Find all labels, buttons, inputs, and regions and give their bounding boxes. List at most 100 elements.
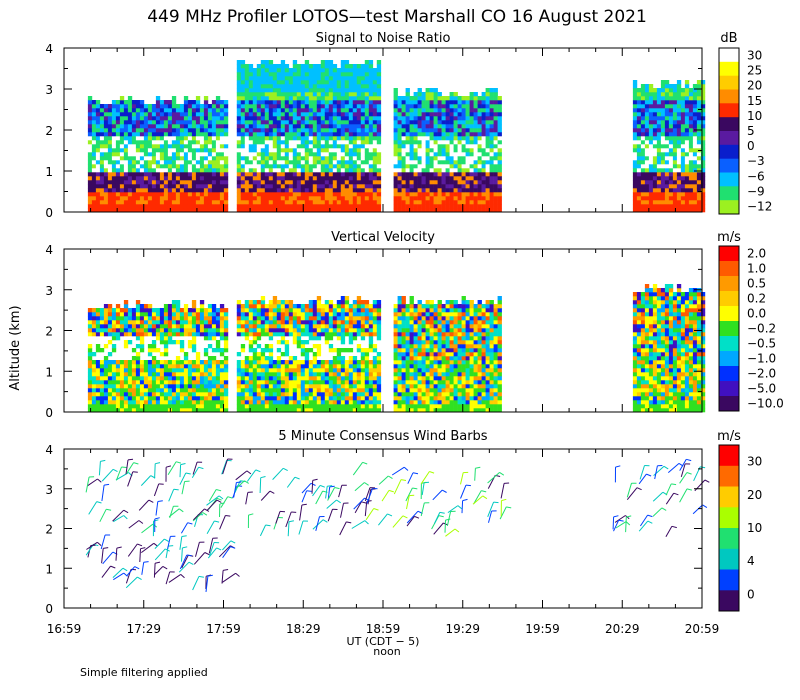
heatmap-cell — [296, 88, 302, 93]
heatmap-cell — [632, 184, 638, 189]
heatmap-cell — [465, 180, 470, 185]
heatmap-cell — [340, 72, 346, 77]
heatmap-cell — [421, 208, 426, 213]
heatmap-cell — [260, 68, 266, 73]
heatmap-cell — [393, 96, 398, 101]
heatmap-cell — [449, 176, 454, 181]
heatmap-cell — [219, 128, 225, 133]
heatmap-cell — [652, 128, 658, 133]
heatmap-cell — [171, 104, 177, 109]
heatmap-cell — [684, 204, 690, 209]
heatmap-cell — [119, 204, 125, 209]
heatmap-cell — [409, 208, 414, 213]
heatmap-cell — [340, 140, 346, 145]
heatmap-cell — [308, 184, 314, 189]
heatmap-cell — [433, 92, 438, 97]
heatmap-cell — [668, 164, 674, 169]
heatmap-cell — [700, 172, 706, 177]
heatmap-cell — [276, 120, 282, 125]
heatmap-cell — [155, 324, 161, 329]
heatmap-cell — [123, 176, 129, 181]
heatmap-cell — [268, 76, 274, 81]
heatmap-cell — [465, 152, 470, 157]
heatmap-cell — [368, 84, 374, 89]
heatmap-cell — [308, 84, 314, 89]
heatmap-cell — [272, 152, 278, 157]
heatmap-cell — [95, 100, 101, 105]
heatmap-cell — [360, 72, 366, 77]
heatmap-cell — [99, 312, 105, 317]
heatmap-cell — [316, 164, 322, 169]
heatmap-cell — [453, 92, 458, 97]
heatmap-cell — [119, 368, 125, 373]
heatmap-cell — [115, 176, 121, 181]
heatmap-cell — [332, 160, 338, 165]
heatmap-cell — [219, 208, 225, 213]
heatmap-cell — [244, 360, 250, 365]
heatmap-cell — [437, 152, 442, 157]
heatmap-cell — [111, 164, 117, 169]
heatmap-cell — [179, 404, 185, 409]
heatmap-cell — [668, 172, 674, 177]
heatmap-cell — [111, 136, 117, 141]
heatmap-cell — [453, 116, 458, 121]
heatmap-cell — [123, 172, 129, 177]
heatmap-cell — [256, 112, 262, 117]
heatmap-cell — [300, 144, 306, 149]
heatmap-cell — [372, 120, 378, 125]
heatmap-cell — [449, 188, 454, 193]
heatmap-cell — [256, 344, 262, 349]
heatmap-cell — [477, 96, 482, 101]
heatmap-cell — [437, 184, 442, 189]
heatmap-cell — [223, 368, 229, 373]
heatmap-cell — [632, 100, 638, 105]
heatmap-cell — [445, 192, 450, 197]
heatmap-cell — [656, 144, 662, 149]
heatmap-cell — [304, 184, 310, 189]
heatmap-cell — [163, 400, 169, 405]
heatmap-cell — [248, 140, 254, 145]
heatmap-cell — [437, 200, 442, 205]
heatmap-cell — [272, 304, 278, 309]
heatmap-cell — [264, 76, 270, 81]
heatmap-cell — [175, 164, 181, 169]
heatmap-cell — [296, 64, 302, 69]
heatmap-cell — [485, 160, 490, 165]
heatmap-cell — [405, 112, 410, 117]
heatmap-cell — [115, 304, 121, 309]
heatmap-cell — [328, 144, 334, 149]
heatmap-cell — [236, 156, 242, 161]
heatmap-cell — [280, 168, 286, 173]
heatmap-cell — [441, 188, 446, 193]
heatmap-cell — [312, 72, 318, 77]
heatmap-cell — [376, 92, 382, 97]
heatmap-cell — [260, 136, 266, 141]
heatmap-cell — [296, 108, 302, 113]
heatmap-cell — [688, 180, 694, 185]
heatmap-cell — [696, 104, 702, 109]
heatmap-cell — [348, 196, 354, 201]
heatmap-cell — [308, 88, 314, 93]
heatmap-cell — [296, 136, 302, 141]
heatmap-cell — [348, 136, 354, 141]
heatmap-cell — [328, 96, 334, 101]
heatmap-cell — [461, 96, 466, 101]
heatmap-cell — [240, 176, 246, 181]
heatmap-cell — [191, 108, 197, 113]
heatmap-cell — [668, 148, 674, 153]
heatmap-cell — [159, 332, 165, 337]
heatmap-cell — [636, 148, 642, 153]
heatmap-cell — [376, 168, 382, 173]
heatmap-cell — [183, 96, 189, 101]
heatmap-cell — [264, 184, 270, 189]
heatmap-cell — [320, 148, 326, 153]
heatmap-cell — [425, 200, 430, 205]
heatmap-cell — [203, 336, 209, 341]
heatmap-cell — [147, 128, 153, 133]
heatmap-cell — [111, 112, 117, 117]
heatmap-cell — [175, 312, 181, 317]
heatmap-cell — [151, 180, 157, 185]
heatmap-cell — [248, 76, 254, 81]
heatmap-cell — [405, 144, 410, 149]
heatmap-cell — [433, 172, 438, 177]
